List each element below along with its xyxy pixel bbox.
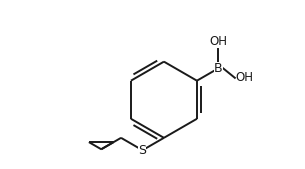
Text: S: S — [138, 144, 146, 157]
Text: OH: OH — [236, 71, 254, 84]
Text: OH: OH — [209, 35, 227, 48]
Text: B: B — [214, 62, 223, 75]
